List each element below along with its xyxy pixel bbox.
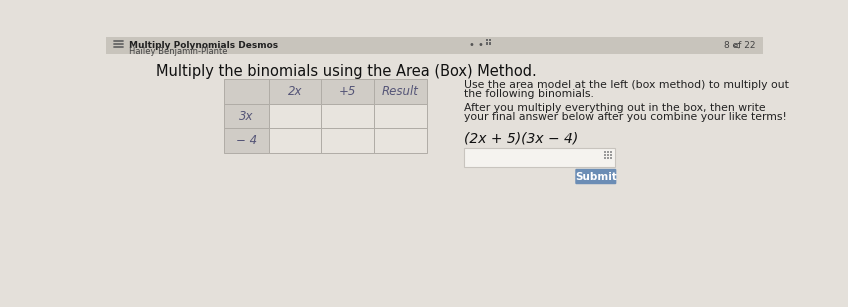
Text: (2x + 5)(3x − 4): (2x + 5)(3x − 4) — [464, 131, 578, 146]
Bar — [610, 154, 611, 156]
FancyBboxPatch shape — [224, 128, 269, 153]
Bar — [488, 39, 491, 41]
Text: Submit: Submit — [575, 172, 616, 181]
FancyBboxPatch shape — [575, 169, 616, 184]
FancyBboxPatch shape — [321, 104, 374, 128]
FancyBboxPatch shape — [374, 104, 427, 128]
FancyBboxPatch shape — [269, 128, 321, 153]
FancyBboxPatch shape — [269, 104, 321, 128]
Text: 2x: 2x — [287, 85, 303, 98]
FancyBboxPatch shape — [224, 104, 269, 128]
Text: After you multiply everything out in the box, then write: After you multiply everything out in the… — [464, 103, 766, 113]
Bar — [607, 154, 609, 156]
Bar — [486, 39, 488, 41]
FancyBboxPatch shape — [269, 79, 321, 104]
FancyBboxPatch shape — [321, 79, 374, 104]
Bar — [605, 151, 606, 154]
Bar — [605, 154, 606, 156]
Text: +5: +5 — [339, 85, 356, 98]
FancyBboxPatch shape — [321, 128, 374, 153]
Bar — [610, 157, 611, 159]
Bar — [607, 151, 609, 154]
FancyBboxPatch shape — [374, 128, 427, 153]
Text: your final answer below after you combine your like terms!: your final answer below after you combin… — [464, 112, 787, 122]
Text: the following binomials.: the following binomials. — [464, 89, 594, 99]
FancyBboxPatch shape — [374, 79, 427, 104]
Text: Result: Result — [382, 85, 419, 98]
Text: − 4: − 4 — [236, 134, 257, 147]
Text: Multiply the binomials using the Area (Box) Method.: Multiply the binomials using the Area (B… — [156, 64, 537, 79]
Text: Multiply Polynomials Desmos: Multiply Polynomials Desmos — [129, 41, 278, 50]
FancyBboxPatch shape — [464, 148, 615, 167]
Bar — [607, 157, 609, 159]
Text: Use the area model at the left (box method) to multiply out: Use the area model at the left (box meth… — [464, 80, 789, 90]
Bar — [486, 42, 488, 45]
Text: 3x: 3x — [239, 110, 254, 123]
Text: <: < — [732, 41, 740, 51]
Bar — [605, 157, 606, 159]
Text: • •: • • — [469, 40, 484, 50]
Bar — [610, 151, 611, 154]
Text: Hailey Benjamin-Plante: Hailey Benjamin-Plante — [129, 47, 228, 56]
Bar — [488, 42, 491, 45]
Text: 8 of 22: 8 of 22 — [724, 41, 756, 50]
Bar — [106, 37, 763, 54]
FancyBboxPatch shape — [224, 79, 269, 104]
